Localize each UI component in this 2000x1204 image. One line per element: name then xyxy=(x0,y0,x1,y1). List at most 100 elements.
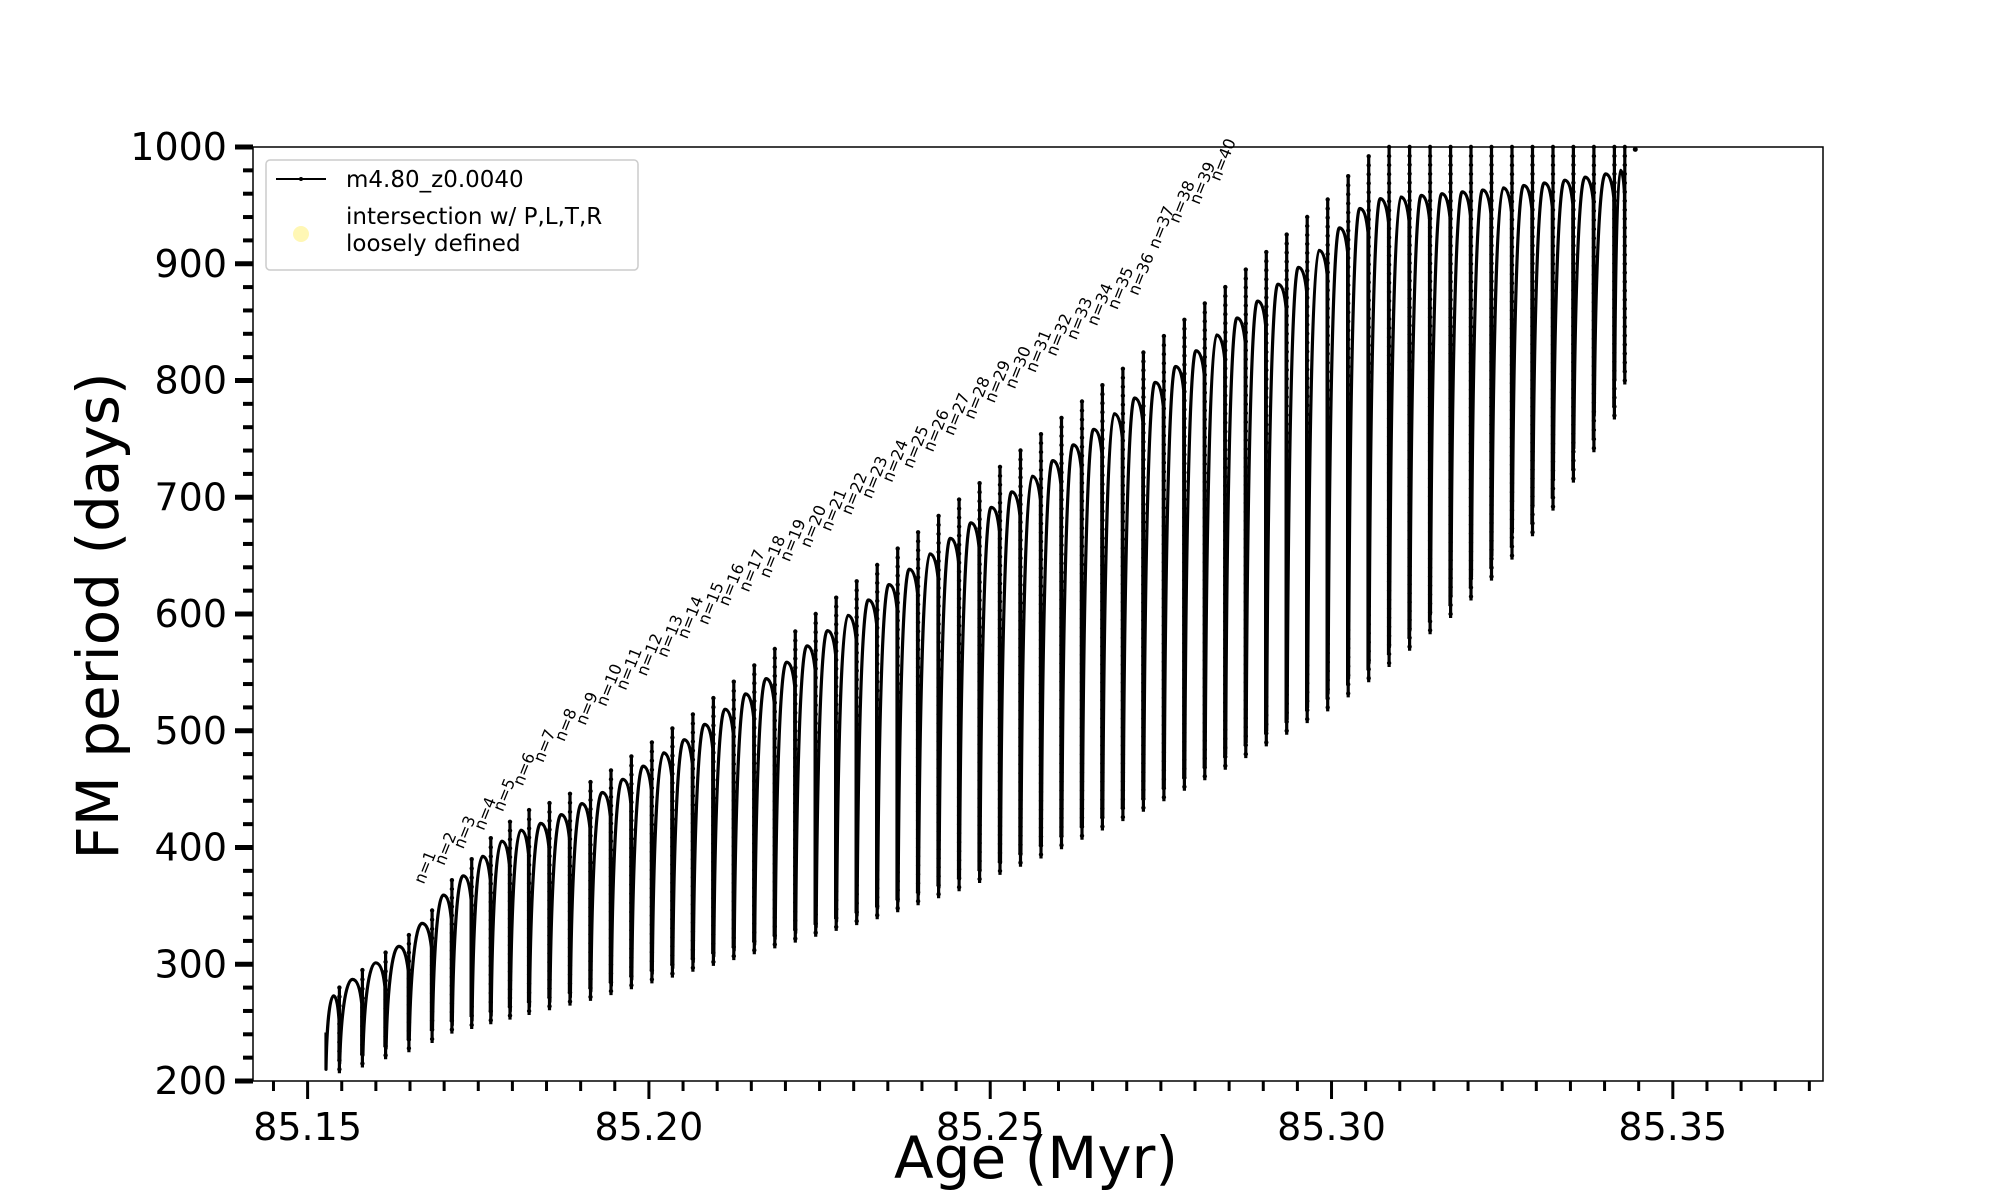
series-point xyxy=(1243,339,1249,344)
series-point xyxy=(1571,162,1576,168)
series-point xyxy=(895,645,900,650)
series-point xyxy=(1161,795,1167,800)
series-point xyxy=(469,1022,474,1028)
series-point xyxy=(629,845,634,851)
series-point xyxy=(731,771,736,776)
series-point xyxy=(1550,495,1556,500)
series-point xyxy=(1407,314,1412,319)
legend-label-series: m4.80_z0.0040 xyxy=(346,167,524,193)
series-point xyxy=(1571,207,1576,212)
series-point xyxy=(629,983,634,988)
series-point xyxy=(1161,388,1167,393)
series-point xyxy=(1202,461,1208,467)
series-point xyxy=(997,527,1003,532)
series-point xyxy=(1264,467,1269,473)
series-point xyxy=(1325,333,1330,338)
series-point xyxy=(1489,305,1494,311)
series-point xyxy=(1325,224,1330,229)
series-point xyxy=(1346,310,1351,315)
series-point xyxy=(1366,244,1371,249)
series-point xyxy=(1346,264,1351,270)
series-point xyxy=(752,725,757,730)
series-point xyxy=(772,772,777,777)
series-point xyxy=(1530,216,1535,221)
series-point xyxy=(834,648,839,654)
series-point xyxy=(895,654,900,659)
series-point xyxy=(1120,563,1126,569)
series-point xyxy=(1100,464,1105,469)
series-point xyxy=(588,824,593,830)
series-point xyxy=(936,684,941,690)
legend-label-intersection-line1: intersection w/ P,L,T,R xyxy=(346,204,602,230)
series-point xyxy=(1243,312,1249,317)
series-point xyxy=(608,856,614,861)
series-point xyxy=(690,739,696,744)
series-point xyxy=(1427,243,1433,248)
series-point xyxy=(1305,403,1310,408)
axes: 200 300 400 500 600 700 800 900 1000 85.15 85.20 85… xyxy=(130,125,1824,1149)
series-point xyxy=(1366,253,1371,258)
series-point xyxy=(1427,225,1433,230)
series-point xyxy=(854,579,859,584)
series-point xyxy=(834,613,839,618)
series-point xyxy=(1571,288,1576,293)
series-point xyxy=(752,761,757,766)
series-point xyxy=(834,702,839,707)
series-point xyxy=(956,632,962,637)
series-point xyxy=(1468,594,1474,599)
series-point xyxy=(383,950,388,955)
series-point xyxy=(1284,358,1289,364)
series-point xyxy=(449,878,455,883)
series-point xyxy=(772,942,777,947)
series-point xyxy=(1550,279,1556,284)
series-point xyxy=(1305,286,1310,291)
series-point xyxy=(1264,440,1269,445)
series-point xyxy=(1386,298,1392,304)
series-point xyxy=(731,725,736,730)
series-point xyxy=(711,695,716,701)
series-point xyxy=(977,660,982,666)
series-point xyxy=(1468,342,1474,347)
series-point xyxy=(1468,270,1474,276)
series-point xyxy=(1346,228,1351,233)
series-point xyxy=(1223,321,1228,326)
series-point xyxy=(1489,323,1494,329)
series-point xyxy=(1468,306,1474,311)
series-loop-5 xyxy=(407,910,434,1043)
series-point xyxy=(997,482,1003,487)
series-point xyxy=(488,881,493,886)
series-loop-35 xyxy=(1019,434,1043,859)
series-point xyxy=(997,473,1003,479)
series-point xyxy=(997,581,1003,586)
series-point xyxy=(1182,326,1187,331)
series-point xyxy=(752,734,757,739)
series-point xyxy=(1264,367,1269,373)
series-point xyxy=(1141,528,1146,534)
series-point xyxy=(1530,512,1535,517)
series-point xyxy=(1100,536,1105,541)
series-point xyxy=(1182,784,1187,789)
series-point xyxy=(834,622,839,627)
series-point xyxy=(629,836,634,841)
series-point xyxy=(1120,546,1126,551)
series-point xyxy=(936,892,941,897)
series-point xyxy=(1427,198,1433,203)
series-point xyxy=(1161,352,1167,357)
series-point xyxy=(608,830,614,835)
series-point xyxy=(1489,198,1494,203)
series-point xyxy=(895,573,900,578)
series-point xyxy=(1141,457,1146,462)
series-point xyxy=(1059,515,1064,521)
series-point xyxy=(488,854,493,859)
series-loop-38 xyxy=(1080,385,1104,831)
series-point xyxy=(1591,418,1597,423)
series-point xyxy=(1284,268,1289,273)
series-point xyxy=(1120,492,1126,497)
series-point xyxy=(1264,268,1269,273)
series-point xyxy=(1223,438,1228,443)
series-point xyxy=(711,714,716,719)
series-point xyxy=(1591,208,1597,214)
series-point xyxy=(813,712,818,717)
series-point xyxy=(1468,252,1474,258)
series-point xyxy=(547,880,552,885)
